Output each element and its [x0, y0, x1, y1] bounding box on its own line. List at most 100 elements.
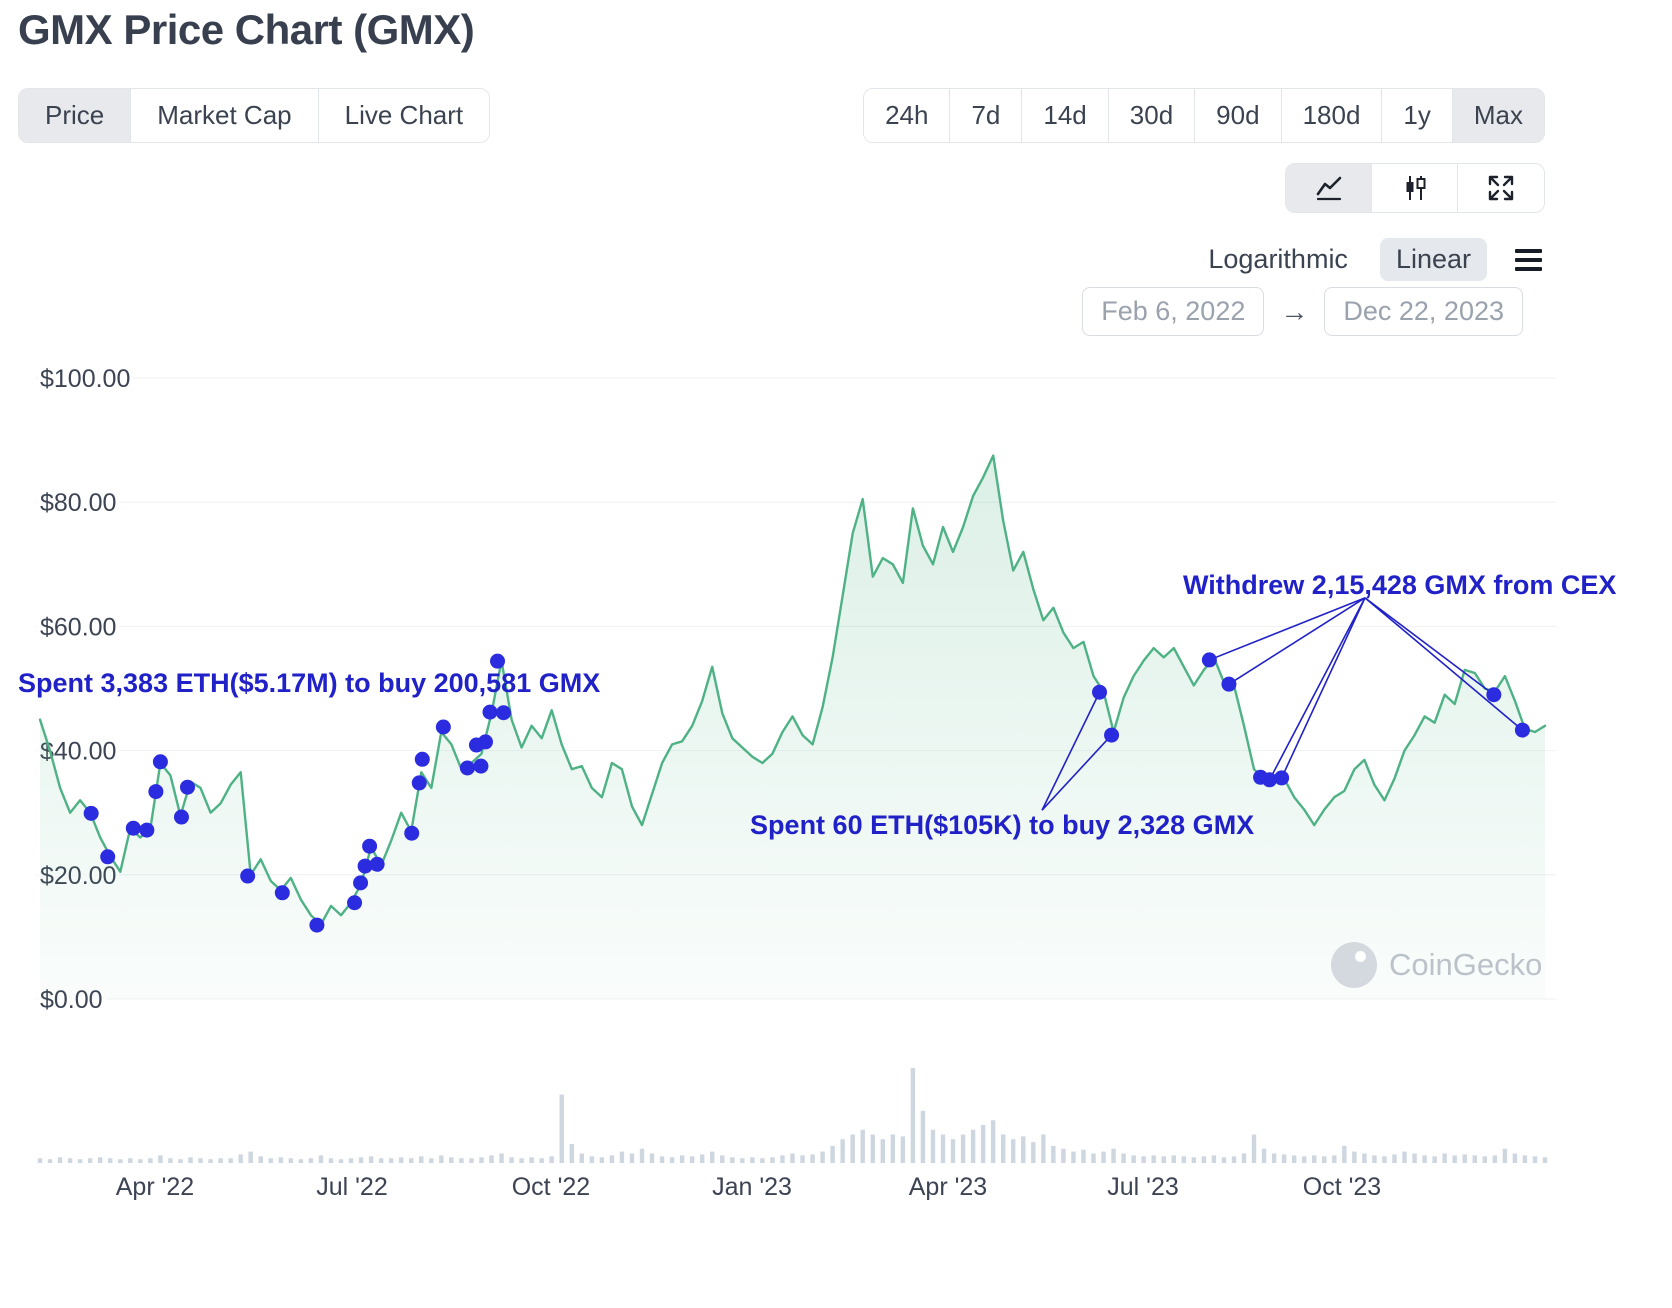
- tab-90d[interactable]: 90d: [1195, 89, 1282, 142]
- trade-marker: [100, 849, 116, 865]
- volume-bar: [439, 1155, 444, 1163]
- volume-bar: [1542, 1157, 1548, 1163]
- volume-bar: [449, 1157, 454, 1163]
- volume-bar: [1362, 1153, 1367, 1163]
- trade-marker: [362, 838, 378, 854]
- volume-bar: [1342, 1145, 1347, 1163]
- volume-bar: [37, 1158, 43, 1163]
- volume-bar: [820, 1151, 825, 1163]
- volume-bar: [780, 1155, 785, 1163]
- volume-bar: [238, 1154, 243, 1163]
- date-start-input[interactable]: Feb 6, 2022: [1082, 287, 1265, 336]
- volume-bar: [228, 1158, 233, 1163]
- volume-bar: [1291, 1155, 1297, 1163]
- tab-max[interactable]: Max: [1452, 89, 1544, 142]
- scale-logarithmic-option[interactable]: Logarithmic: [1208, 244, 1348, 274]
- volume-bar: [760, 1158, 765, 1163]
- volume-bar: [529, 1157, 534, 1163]
- tab-180d[interactable]: 180d: [1281, 89, 1383, 142]
- volume-bar: [730, 1157, 735, 1163]
- volume-bar: [288, 1158, 294, 1163]
- volume-bar: [1171, 1155, 1176, 1163]
- scale-linear-option[interactable]: Linear: [1379, 238, 1487, 281]
- volume-bar: [1492, 1155, 1498, 1163]
- volume-bar: [609, 1155, 615, 1163]
- x-axis-label: Apr '22: [116, 1173, 194, 1201]
- volume-bar: [278, 1157, 283, 1163]
- fullscreen-glyph: [1488, 175, 1514, 201]
- volume-bar: [1071, 1151, 1076, 1163]
- fullscreen-icon[interactable]: [1458, 164, 1544, 212]
- trade-marker: [125, 820, 141, 836]
- candlestick-icon[interactable]: [1372, 164, 1458, 212]
- tab-24h[interactable]: 24h: [864, 89, 951, 142]
- volume-bar: [549, 1156, 554, 1163]
- volume-bar: [840, 1139, 845, 1163]
- volume-bar: [128, 1158, 133, 1163]
- scale-toggle-row: Logarithmic Linear: [1204, 238, 1542, 281]
- price-chart-canvas[interactable]: $0.00$20.00$40.00$60.00$80.00$100.00Apr …: [0, 355, 1672, 1235]
- volume-bar: [599, 1157, 605, 1163]
- trade-marker: [435, 719, 451, 735]
- trade-marker: [139, 822, 155, 838]
- volume-bar: [1402, 1151, 1407, 1163]
- volume-bar: [659, 1156, 665, 1163]
- y-axis-label: $60.00: [40, 613, 116, 641]
- volume-bar: [1442, 1153, 1447, 1163]
- volume-bar: [429, 1158, 434, 1163]
- volume-bar: [218, 1158, 223, 1163]
- trade-marker: [411, 775, 427, 791]
- trade-marker: [1221, 676, 1237, 692]
- trade-marker: [477, 734, 493, 750]
- tab-live-chart[interactable]: Live Chart: [318, 89, 490, 142]
- volume-bar: [358, 1157, 364, 1163]
- volume-bar: [830, 1145, 835, 1163]
- volume-bar: [1051, 1145, 1056, 1163]
- tab-30d[interactable]: 30d: [1108, 89, 1196, 142]
- tab-14d[interactable]: 14d: [1022, 89, 1109, 142]
- view-tab-group: Price Market Cap Live Chart: [18, 88, 491, 143]
- volume-bar: [720, 1155, 725, 1163]
- date-end-input[interactable]: Dec 22, 2023: [1324, 287, 1523, 336]
- volume-bar: [639, 1148, 645, 1163]
- hamburger-menu-icon[interactable]: [1515, 248, 1542, 271]
- volume-bar: [479, 1157, 484, 1163]
- volume-bar: [1281, 1154, 1287, 1163]
- volume-bar: [980, 1125, 986, 1163]
- volume-bar: [589, 1156, 595, 1163]
- price-line: [38, 454, 1547, 926]
- trade-marker: [1104, 727, 1120, 743]
- annotation-connector: [1228, 597, 1366, 685]
- volume-bar: [1031, 1142, 1036, 1163]
- tab-market-cap[interactable]: Market Cap: [131, 89, 319, 142]
- trade-marker: [482, 704, 498, 720]
- x-axis-label: Apr '23: [909, 1173, 987, 1201]
- volume-bar: [1181, 1156, 1186, 1163]
- volume-bar: [158, 1155, 163, 1163]
- annotation-connector: [1209, 597, 1366, 661]
- volume-bar: [669, 1157, 675, 1163]
- volume-bar: [1121, 1153, 1126, 1163]
- volume-bar: [108, 1158, 113, 1163]
- volume-bar: [98, 1157, 103, 1163]
- annotation-connector: [1280, 597, 1366, 779]
- volume-bar: [1372, 1155, 1377, 1163]
- volume-bar: [148, 1158, 153, 1163]
- tab-1y[interactable]: 1y: [1382, 89, 1453, 142]
- volume-bar: [1382, 1156, 1387, 1163]
- trade-marker: [1201, 652, 1217, 668]
- line-chart-icon[interactable]: [1286, 164, 1372, 212]
- trade-marker: [274, 885, 290, 901]
- tab-7d[interactable]: 7d: [950, 89, 1023, 142]
- volume-bar: [1111, 1148, 1116, 1163]
- trade-marker: [1092, 684, 1108, 700]
- volume-bar: [740, 1158, 745, 1163]
- trade-marker: [404, 825, 420, 841]
- annotation-connector: [1268, 597, 1366, 781]
- tab-price[interactable]: Price: [19, 89, 132, 142]
- chart-type-group: [1285, 163, 1545, 213]
- volume-bar: [679, 1155, 685, 1163]
- volume-bar: [619, 1151, 625, 1163]
- volume-bar: [1532, 1156, 1538, 1163]
- volume-bar: [1151, 1155, 1156, 1163]
